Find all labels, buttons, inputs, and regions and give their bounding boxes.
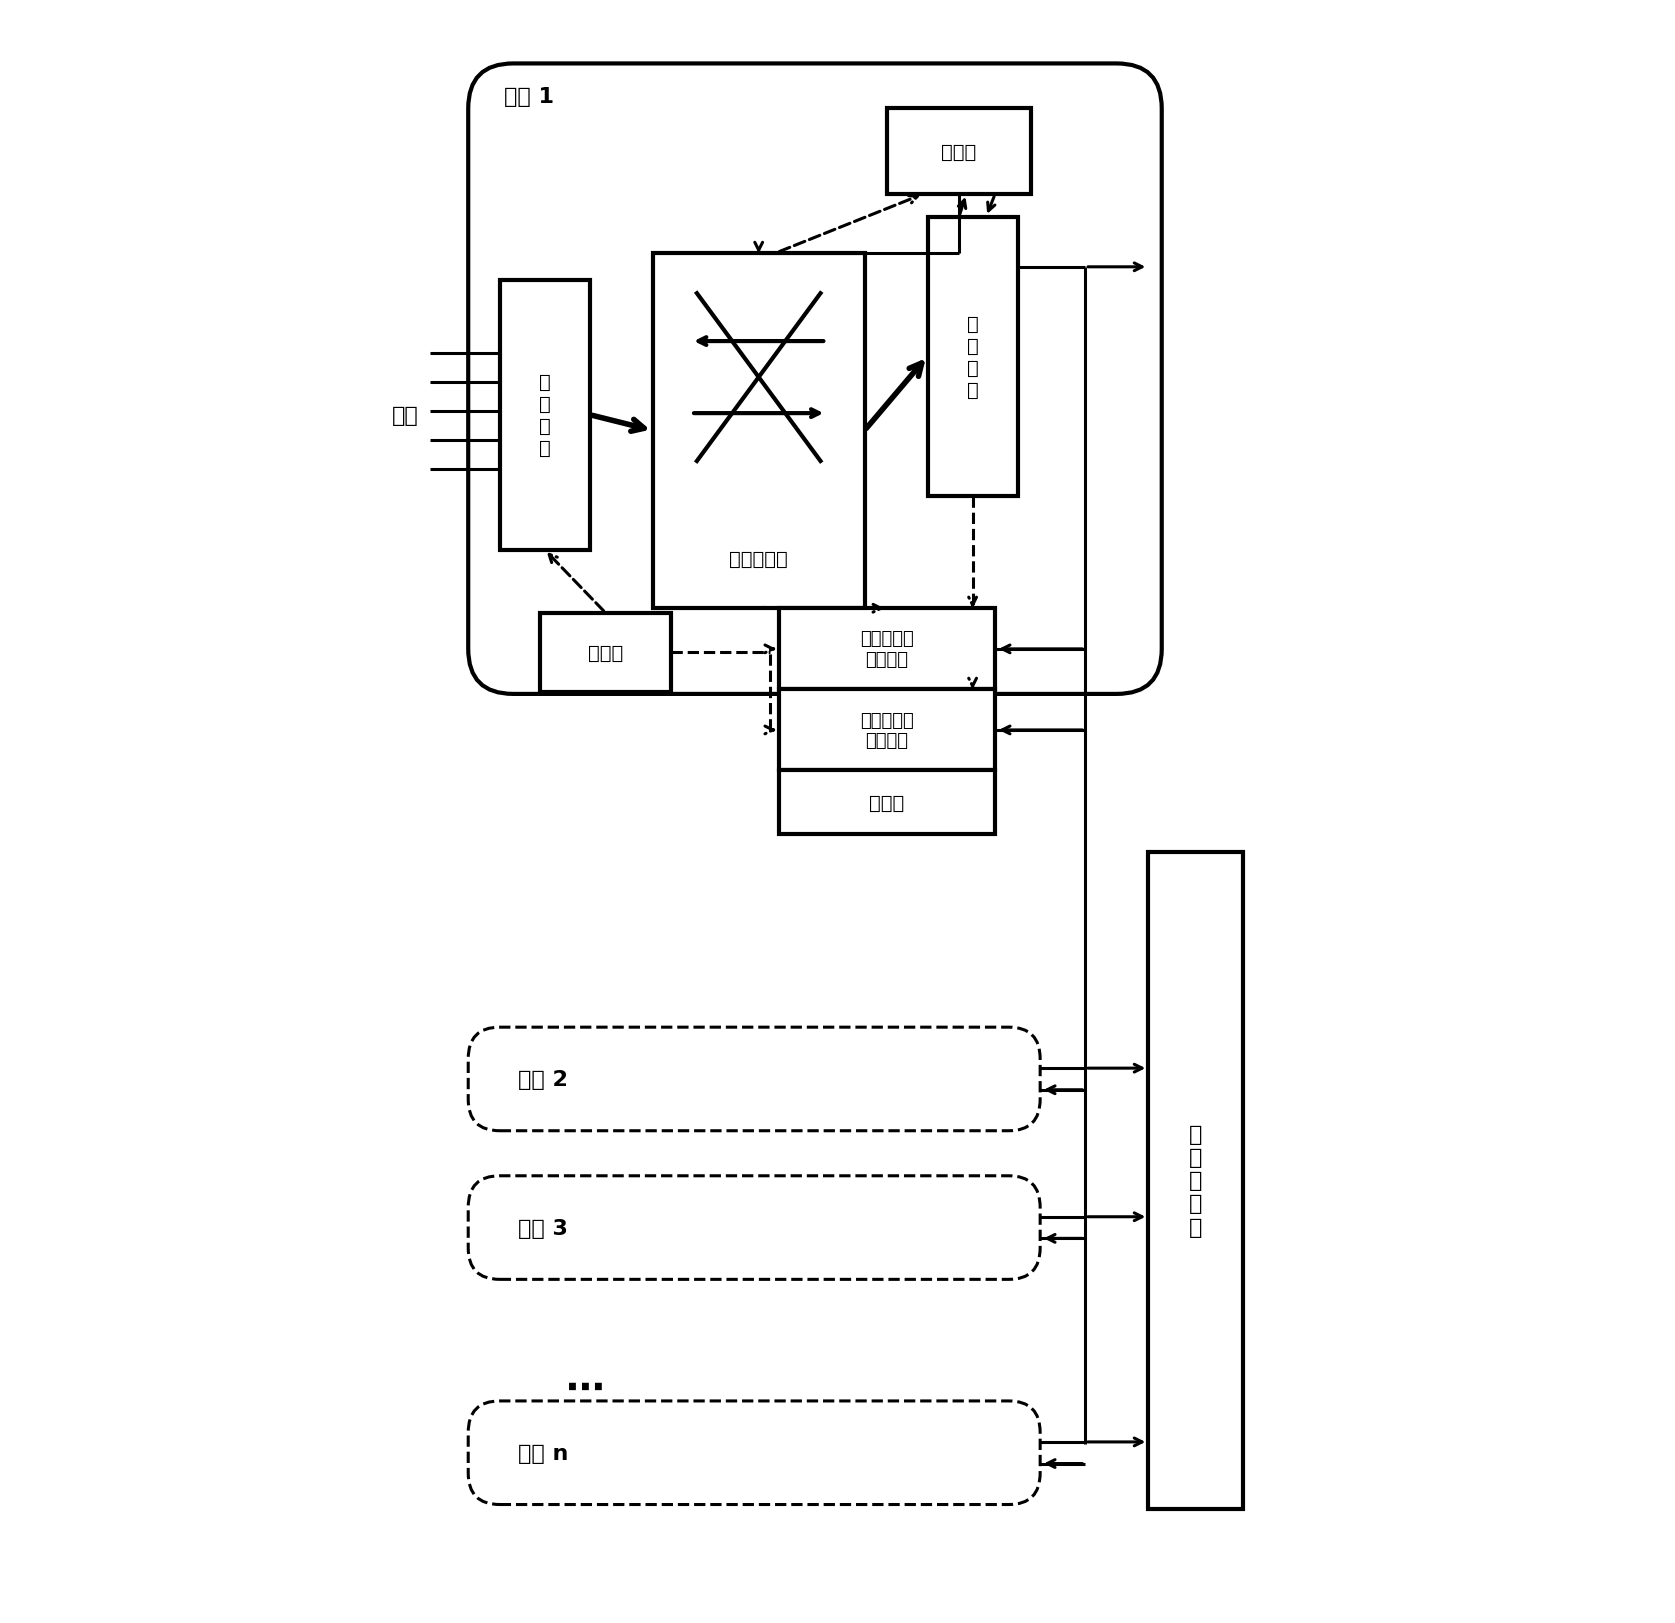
Text: 光纤: 光纤 [392,406,419,425]
Text: 光
群
路
板: 光 群 路 板 [539,373,551,458]
Bar [653,253,864,609]
Text: 交叉连接板: 交叉连接板 [729,550,787,570]
Text: 电
群
路
板: 电 群 路 板 [966,315,978,399]
FancyBboxPatch shape [469,1027,1040,1131]
Text: 时钟板: 时钟板 [588,644,623,662]
Bar [779,771,995,834]
Bar [779,690,995,771]
Text: 中
心
控
制
器: 中 心 控 制 器 [1189,1125,1203,1237]
FancyBboxPatch shape [469,1401,1040,1505]
Text: 公务板: 公务板 [869,794,905,812]
Text: 主控板: 主控板 [941,143,977,162]
Bar [779,609,995,690]
Text: 光缆检修执
行控制器: 光缆检修执 行控制器 [861,630,915,669]
FancyBboxPatch shape [469,1177,1040,1279]
Text: 系统 1: 系统 1 [504,88,554,107]
Bar [499,281,590,550]
Bar [928,217,1018,497]
Bar [1149,852,1243,1509]
Text: 系统 2: 系统 2 [518,1070,568,1089]
FancyBboxPatch shape [469,65,1162,695]
Text: 系统 3: 系统 3 [518,1217,568,1238]
Bar [541,613,672,693]
Text: 设备检修执
行控制器: 设备检修执 行控制器 [861,711,915,750]
Text: ⋯: ⋯ [566,1368,605,1407]
Bar [888,109,1032,195]
Text: 系统 n: 系统 n [518,1443,568,1462]
